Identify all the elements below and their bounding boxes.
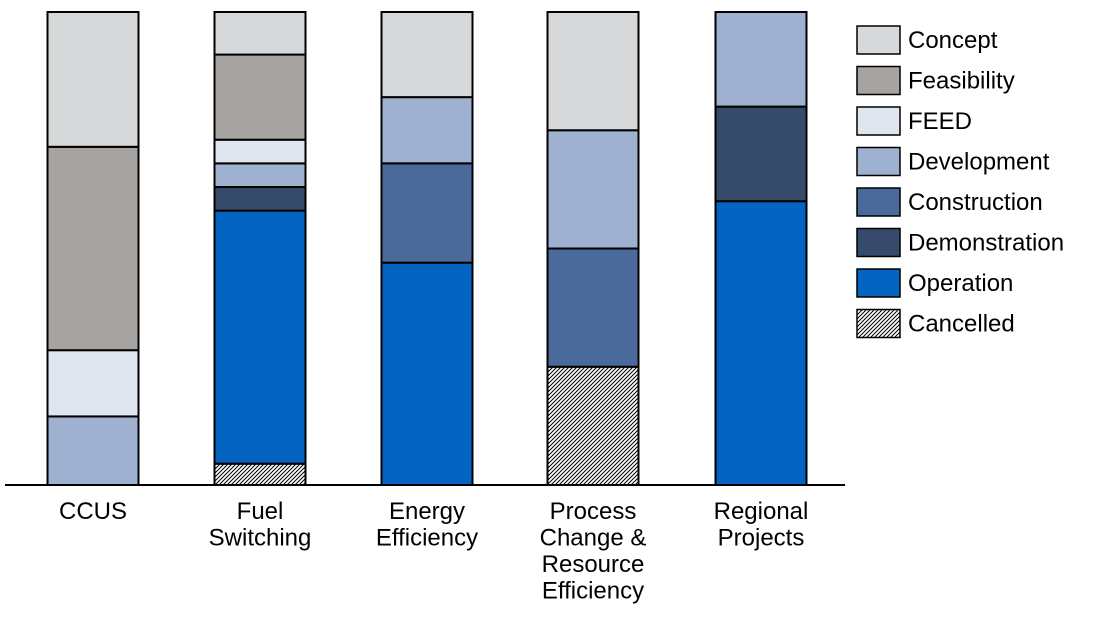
legend-label-cancelled: Cancelled (908, 311, 1015, 338)
legend-label-operation: Operation (908, 270, 1013, 297)
legend-label-construction: Construction (908, 189, 1043, 216)
bar-segment-ccus-concept (46, 11, 140, 148)
category-label-energy-efficiency: Energy Efficiency (376, 498, 478, 552)
bar-segment-ccus-feed (46, 349, 140, 418)
bar-segment-energy-efficiency-construction (380, 162, 474, 264)
bar-segment-process-change-and-resource-efficiency-concept (546, 11, 640, 132)
bar-segment-regional-projects-demonstration (714, 105, 808, 203)
legend-swatch-development (856, 146, 901, 177)
bar-segment-fuel-switching-cancelled (213, 462, 307, 486)
bar-segment-fuel-switching-concept (213, 11, 307, 56)
legend-swatch-demonstration (856, 227, 901, 258)
legend-label-demonstration: Demonstration (908, 230, 1064, 257)
category-label-process-change-and-resource-efficiency: Process Change & Resource Efficiency (540, 498, 647, 605)
bars-layer (46, 11, 808, 487)
legend-label-development: Development (908, 149, 1050, 176)
bar-segment-ccus-development (46, 415, 140, 487)
legend-swatch-operation (856, 268, 901, 298)
legend-swatch-concept (856, 25, 901, 55)
category-label-fuel-switching: Fuel Switching (209, 498, 312, 552)
bar-segment-fuel-switching-development (213, 162, 307, 189)
legend-swatch-construction (856, 187, 901, 217)
category-label-regional-projects: Regional Projects (714, 498, 809, 552)
bar-segment-energy-efficiency-operation (380, 261, 474, 486)
bar-segment-energy-efficiency-concept (380, 11, 474, 99)
bar-segment-fuel-switching-feed (213, 138, 307, 165)
bar-segment-process-change-and-resource-efficiency-development (546, 129, 640, 250)
category-labels: CCUS Fuel Switching Energy Efficiency Process… (59, 498, 808, 605)
legend-label-feasibility: Feasibility (908, 68, 1015, 95)
bar-segment-energy-efficiency-development (380, 96, 474, 165)
legend-swatch-feed (856, 106, 901, 136)
bar-segment-regional-projects-development (714, 11, 808, 108)
bar-segment-process-change-and-resource-efficiency-cancelled (546, 365, 640, 486)
bar-segment-fuel-switching-operation (213, 209, 307, 465)
bar-segment-regional-projects-operation (714, 200, 808, 486)
bar-segment-process-change-and-resource-efficiency-construction (546, 247, 640, 368)
legend-label-feed: FEED (908, 108, 972, 135)
bar-segment-fuel-switching-demonstration (213, 186, 307, 212)
legend: Concept Feasibility FEED Development Constru… (856, 25, 1064, 339)
category-label-ccus: CCUS (59, 498, 127, 525)
legend-label-concept: Concept (908, 27, 998, 54)
legend-swatch-feasibility (856, 65, 901, 96)
bar-segment-ccus-feasibility (46, 145, 140, 352)
bar-segment-fuel-switching-feasibility (213, 53, 307, 141)
legend-swatch-cancelled (856, 308, 901, 339)
